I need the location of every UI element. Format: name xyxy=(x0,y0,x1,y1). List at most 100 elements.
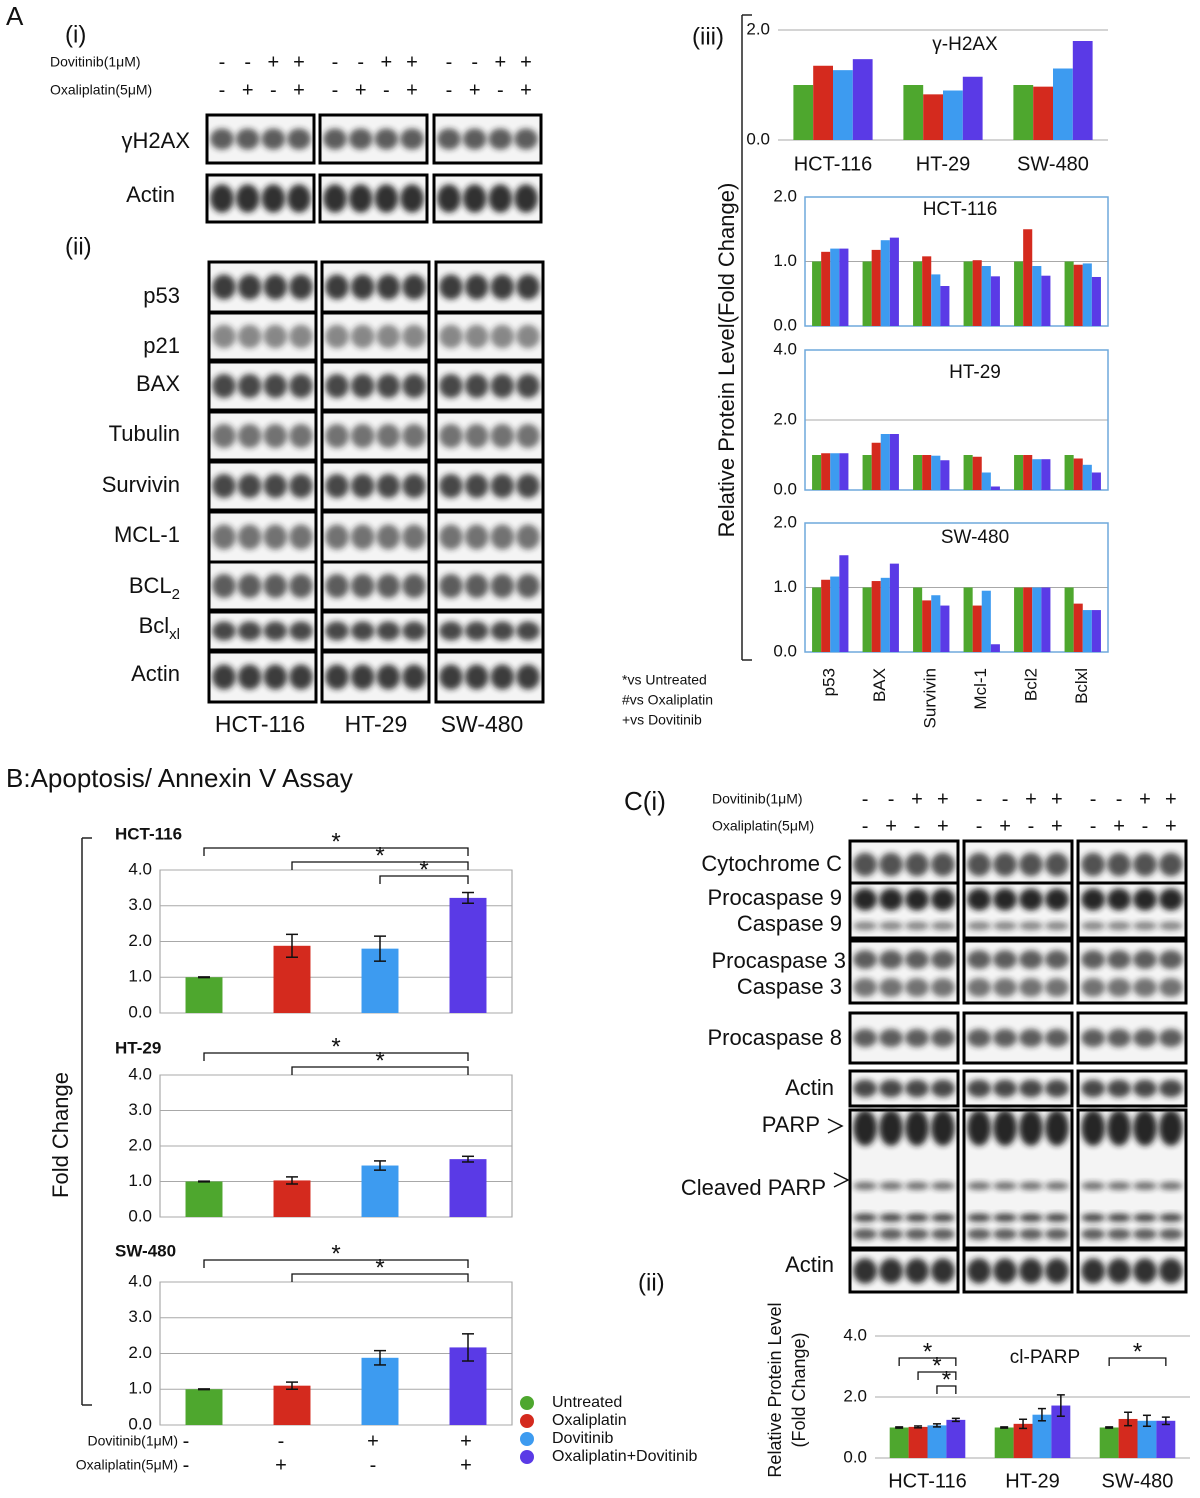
bar xyxy=(185,1181,223,1217)
blot-band xyxy=(464,574,489,598)
blot-band xyxy=(237,574,262,598)
error-bar xyxy=(198,1388,210,1391)
blot-band xyxy=(439,524,463,550)
x-tick-label: Mcl-1 xyxy=(971,668,990,710)
bar xyxy=(963,261,973,326)
blot-band xyxy=(464,664,489,690)
error-bar xyxy=(951,1417,960,1423)
label-text: Cytochrome C xyxy=(701,851,842,876)
label-text: p21 xyxy=(143,333,180,358)
blot-band xyxy=(464,374,489,398)
blot-band xyxy=(289,474,313,498)
blot-band xyxy=(464,474,489,498)
panel-label: (ii) xyxy=(65,233,92,260)
arrow xyxy=(827,1118,844,1134)
y-tick-label: 2.0 xyxy=(773,186,797,205)
x-tick-label: p53 xyxy=(820,668,839,696)
blot-band xyxy=(967,1258,991,1284)
blot-band xyxy=(879,888,903,911)
significance-label: * xyxy=(331,828,340,855)
blot-band xyxy=(263,574,288,598)
treatment-sign: - xyxy=(862,788,869,810)
blot-band xyxy=(210,128,234,150)
y-tick-label: 2.0 xyxy=(773,409,797,428)
y-tick-label: 0.0 xyxy=(773,315,797,334)
blot-band xyxy=(514,184,538,213)
bar xyxy=(1013,1423,1033,1458)
blot-label: MCL-1 xyxy=(114,522,180,547)
blot-band xyxy=(212,424,236,448)
legend-marker xyxy=(520,1396,534,1410)
bar xyxy=(1014,587,1024,652)
bar xyxy=(1091,276,1101,326)
blot-band xyxy=(490,274,515,300)
blot-band xyxy=(931,1029,955,1047)
treatment-sign: - xyxy=(219,79,226,101)
blot-band xyxy=(237,274,262,300)
bar xyxy=(922,455,932,490)
blot-band xyxy=(931,1213,955,1222)
blot-band xyxy=(514,128,538,150)
blot-band xyxy=(1019,1213,1043,1222)
treatment-sign: - xyxy=(332,79,339,101)
y-tick-label: 2.0 xyxy=(843,1386,867,1405)
blot-band xyxy=(905,978,929,997)
blot-band xyxy=(325,374,349,398)
chart-title: SW-480 xyxy=(115,1241,176,1260)
blot-band xyxy=(212,474,236,498)
error-bar xyxy=(1019,1418,1028,1430)
blot-band xyxy=(516,664,540,690)
blot-band xyxy=(212,664,236,690)
x-tick-label: SW-480 xyxy=(1102,1470,1174,1492)
blot-label: Procaspase 8 xyxy=(707,1025,842,1050)
bar xyxy=(990,644,1000,652)
blot-band xyxy=(1159,1029,1183,1047)
significance-bracket xyxy=(1108,1357,1167,1366)
bar xyxy=(940,460,950,490)
blot-band xyxy=(879,1258,903,1284)
significance-bracket xyxy=(203,1052,469,1061)
blot-band xyxy=(402,274,426,300)
blot-band xyxy=(325,524,349,550)
y-tick-label: 0.0 xyxy=(128,1414,152,1433)
significance-label: * xyxy=(331,1033,340,1060)
blot-band xyxy=(1159,1079,1183,1098)
bar xyxy=(1064,455,1074,490)
y-tick-label: 2.0 xyxy=(128,931,152,950)
blot-band xyxy=(376,474,401,498)
plot-frame xyxy=(804,349,1109,491)
blot-label: p21 xyxy=(143,333,180,358)
blot-band xyxy=(263,474,288,498)
blot-label: BAX xyxy=(136,371,180,396)
blot-band xyxy=(402,664,426,690)
error-bar xyxy=(198,1180,210,1183)
bar xyxy=(821,453,831,490)
bar xyxy=(981,590,991,652)
treatment-sign: + xyxy=(937,815,949,837)
blot-label: Caspase 3 xyxy=(737,974,842,999)
blot-band xyxy=(993,1029,1017,1047)
label-text: Cleaved PARP xyxy=(681,1175,826,1200)
bar xyxy=(812,455,822,490)
blot-band xyxy=(993,1181,1017,1191)
treatment-sign: + xyxy=(469,79,481,101)
significance-label: * xyxy=(923,1338,932,1365)
treatment-sign: + xyxy=(1165,788,1177,810)
treatment-label: Oxaliplatin(5μM) xyxy=(76,1457,178,1473)
label-text: Bcl xyxy=(139,613,170,638)
bar xyxy=(449,897,487,1013)
label-text: p53 xyxy=(143,283,180,308)
bar xyxy=(273,1180,311,1217)
blot-band xyxy=(1019,978,1043,997)
bar xyxy=(889,434,899,490)
bar xyxy=(927,1425,947,1458)
bar xyxy=(830,248,840,326)
bar xyxy=(880,434,890,490)
blot-band xyxy=(516,474,540,498)
blot-band xyxy=(289,424,313,448)
bar xyxy=(1091,472,1101,490)
legend-marker xyxy=(520,1414,534,1428)
bar xyxy=(862,455,872,490)
blot-band xyxy=(261,128,286,150)
error-bar xyxy=(286,933,298,958)
